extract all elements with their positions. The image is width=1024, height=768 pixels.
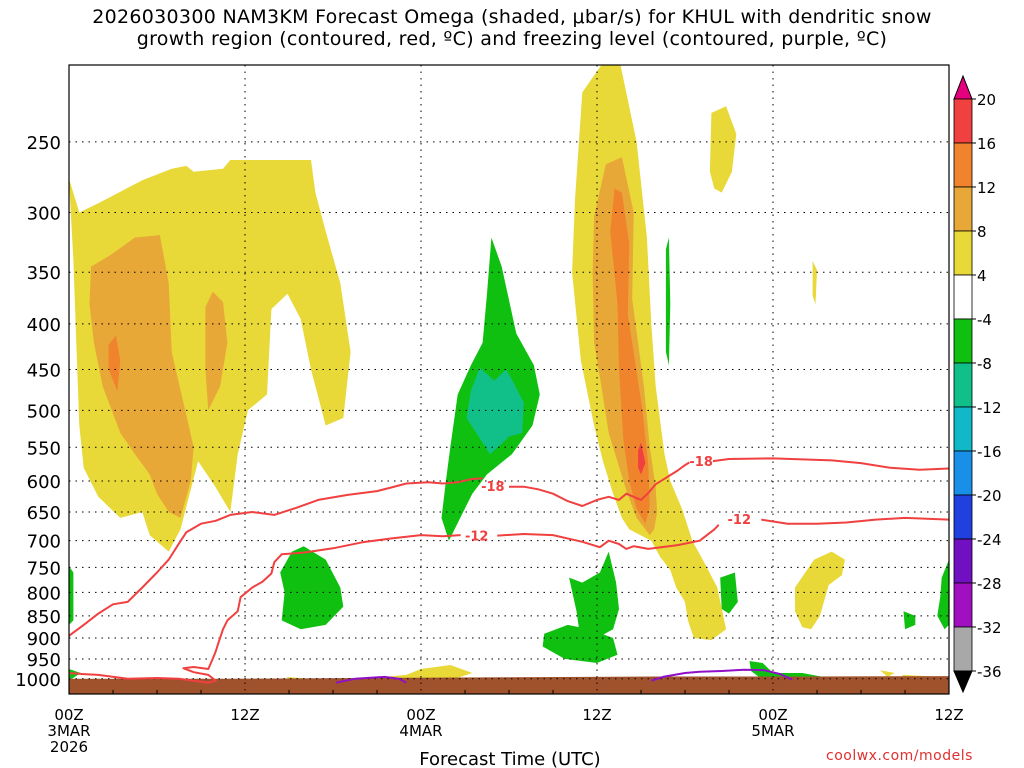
chart-title: 2026030300 NAM3KM Forecast Omega (shaded…	[0, 6, 1024, 50]
omega-region-pos12	[610, 188, 650, 524]
y-tick-label: 700	[27, 532, 61, 553]
colorbar-swatch	[953, 406, 973, 452]
colorbar-label: -4	[977, 311, 992, 329]
x-tick-label: 4MAR	[399, 722, 442, 740]
omega-region-neg4	[569, 551, 619, 638]
colorbar-swatch	[953, 582, 973, 628]
omega-region-neg4	[665, 237, 671, 366]
colorbar-swatch	[953, 494, 973, 540]
colorbar-label: 16	[977, 135, 996, 153]
colorbar-swatch	[953, 98, 973, 144]
omega-region-neg4	[937, 559, 949, 630]
colorbar-swatch	[953, 450, 973, 496]
colorbar: 20 16 12 8 4 -4 -8 -12 -16 -20 -24 -28 -32 -36	[953, 74, 1002, 694]
omega-region-neg4	[749, 661, 823, 680]
colorbar-swatch	[953, 318, 973, 364]
contour-lines: -18 -12 -18 -12	[69, 455, 949, 684]
colorbar-top-arrow	[953, 74, 973, 100]
y-tick-label: 1000	[15, 670, 61, 691]
dgz-contour-label: -18	[481, 480, 505, 495]
omega-region-neg4	[69, 566, 74, 625]
dgz-contour	[69, 477, 483, 637]
x-tick-label: 5MAR	[751, 722, 794, 740]
omega-region-pos8	[205, 291, 228, 411]
omega-region-neg4	[542, 624, 618, 663]
omega-region-pos4	[795, 551, 845, 630]
omega-region-pos4	[812, 261, 817, 304]
x-tick-label: 3MAR	[47, 722, 90, 740]
y-tick-label: 650	[27, 503, 61, 524]
colorbar-label: -28	[977, 575, 1002, 593]
dgz-contour-label: -18	[689, 455, 713, 470]
dgz-contour	[509, 461, 690, 507]
colorbar-label: -20	[977, 487, 1002, 505]
x-axis-label: Forecast Time (UTC)	[419, 749, 600, 768]
omega-region-pos4	[880, 670, 895, 677]
omega-region-pos12	[108, 335, 121, 392]
colorbar-label: -12	[977, 399, 1002, 417]
colorbar-swatch	[953, 538, 973, 584]
y-tick-label: 350	[27, 263, 61, 284]
colorbar-label: 12	[977, 179, 996, 197]
omega-shading	[69, 65, 949, 694]
x-tick-label: 00Z	[406, 706, 435, 724]
x-tick-label: 2026	[50, 738, 88, 756]
omega-region-neg4	[280, 546, 344, 630]
colorbar-label: -36	[977, 663, 1002, 681]
y-tick-label: 950	[27, 650, 61, 671]
colorbar-swatch	[953, 230, 973, 276]
x-tick-label: 00Z	[758, 706, 787, 724]
colorbar-label: -16	[977, 443, 1002, 461]
colorbar-label: -32	[977, 619, 1002, 637]
y-tick-label: 400	[27, 315, 61, 336]
colorbar-label: -8	[977, 355, 992, 373]
x-tick-label: 12Z	[934, 706, 963, 724]
colorbar-bottom-arrow	[953, 670, 973, 694]
plot-frame	[68, 64, 950, 695]
omega-region-pos16	[638, 442, 646, 475]
ground-surface	[69, 676, 949, 694]
colorbar-swatch	[953, 186, 973, 232]
omega-region-neg4	[903, 611, 916, 630]
dgz-contour-label: -12	[465, 530, 489, 545]
omega-region-neg4	[720, 572, 738, 614]
dgz-contour	[69, 534, 461, 684]
chart-title-line-1: 2026030300 NAM3KM Forecast Omega (shaded…	[92, 6, 932, 28]
colorbar-label: 4	[977, 267, 987, 285]
y-tick-label: 500	[27, 401, 61, 422]
colorbar-swatch	[953, 626, 973, 672]
dgz-contour	[497, 524, 720, 550]
credit-label: coolwx.com/models	[826, 748, 973, 764]
dgz-contour	[761, 516, 949, 525]
omega-region-neg8	[466, 367, 524, 455]
dgz-contour	[712, 457, 949, 471]
y-tick-label: 550	[27, 438, 61, 459]
chart-title-line-2: growth region (contoured, red, ºC) and f…	[136, 28, 888, 50]
y-tick-label: 800	[27, 583, 61, 604]
y-tick-label: 600	[27, 472, 61, 493]
y-tick-label: 250	[27, 133, 61, 154]
freezing-level-contour	[650, 668, 793, 682]
colorbar-label: -24	[977, 531, 1002, 549]
colorbar-label: 8	[977, 223, 987, 241]
y-tick-label: 450	[27, 361, 61, 382]
omega-region-pos4	[709, 106, 737, 193]
dgz-contour-label: -12	[728, 513, 752, 528]
y-tick-label: 900	[27, 629, 61, 650]
x-tick-label: 12Z	[582, 706, 611, 724]
y-tick-label: 300	[27, 203, 61, 224]
axes: 2503003504004505005506006507007508008509…	[15, 133, 964, 756]
x-tick-label: 12Z	[230, 706, 259, 724]
colorbar-swatch	[953, 274, 973, 320]
freezing-level-contour	[335, 675, 407, 684]
colorbar-swatch	[953, 142, 973, 188]
colorbar-swatch	[953, 362, 973, 408]
x-tick-label: 00Z	[54, 706, 83, 724]
omega-region-pos4	[572, 65, 727, 641]
colorbar-label: 20	[977, 91, 996, 109]
y-tick-label: 750	[27, 558, 61, 579]
y-tick-label: 850	[27, 607, 61, 628]
